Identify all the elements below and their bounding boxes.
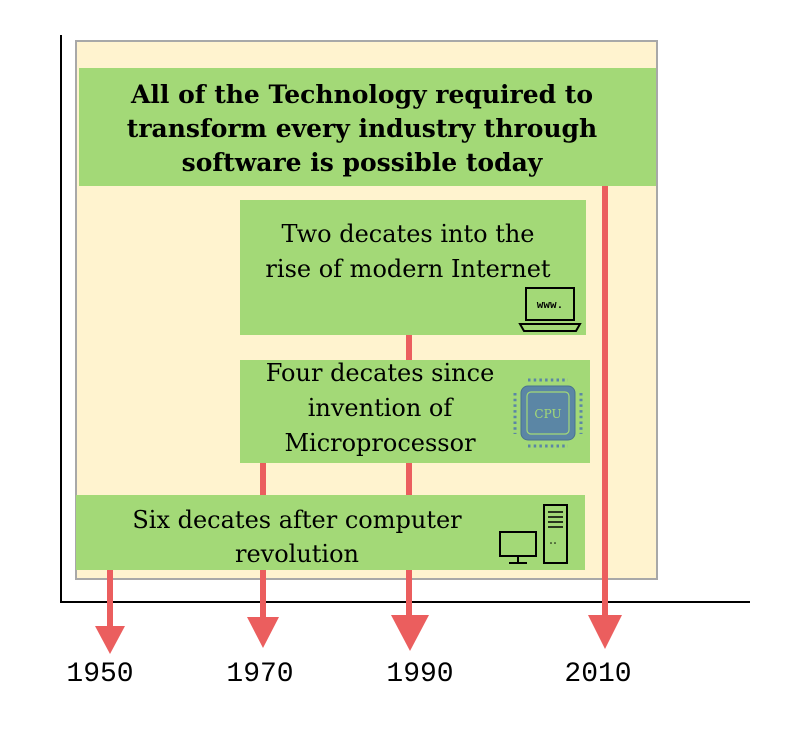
headline-card: All of the Technology required to transf… xyxy=(79,68,656,186)
arrow-shaft-1950 xyxy=(107,570,113,628)
internet-card: Two decates into the rise of modern Inte… xyxy=(240,200,586,335)
arrow-head-2010 xyxy=(588,615,622,649)
microprocessor-card-line-3: Microprocessor xyxy=(284,429,476,457)
internet-card-bg xyxy=(240,200,586,335)
year-label-2010: 2010 xyxy=(564,659,631,690)
cpu-chip-label: CPU xyxy=(534,407,561,421)
year-label-1950: 1950 xyxy=(66,659,133,690)
arrow-head-1990 xyxy=(391,615,429,651)
headline-line-3: software is possible today xyxy=(182,148,544,177)
headline-card-bg xyxy=(79,68,656,186)
microprocessor-card: Four decates since invention of Micropro… xyxy=(240,359,590,463)
microprocessor-card-line-1: Four decates since xyxy=(266,359,495,387)
arrow-shaft-2010 xyxy=(602,185,608,618)
microprocessor-card-line-2: invention of xyxy=(308,394,455,422)
computer-card-line-2: revolution xyxy=(235,540,359,568)
arrow-shaft-1990 xyxy=(406,335,412,618)
internet-card-line-1: Two decates into the xyxy=(281,220,534,248)
headline-line-1: All of the Technology required to xyxy=(130,80,593,109)
year-label-1970: 1970 xyxy=(226,659,293,690)
laptop-www-label: www. xyxy=(537,300,563,312)
arrow-head-1950 xyxy=(95,626,125,654)
arrow-head-1970 xyxy=(247,617,279,648)
computer-card-line-1: Six decates after computer xyxy=(132,506,462,534)
laptop-www-icon: www. xyxy=(518,287,582,332)
year-label-1990: 1990 xyxy=(386,659,453,690)
headline-line-2: transform every industry through xyxy=(127,114,597,143)
desktop-computer-icon xyxy=(499,504,568,564)
computer-card: Six decates after computer revolution xyxy=(76,495,585,570)
year-labels: 1950 1970 1990 2010 xyxy=(66,659,631,690)
internet-card-line-2: rise of modern Internet xyxy=(265,255,551,283)
cpu-chip-icon: CPU xyxy=(513,378,583,448)
